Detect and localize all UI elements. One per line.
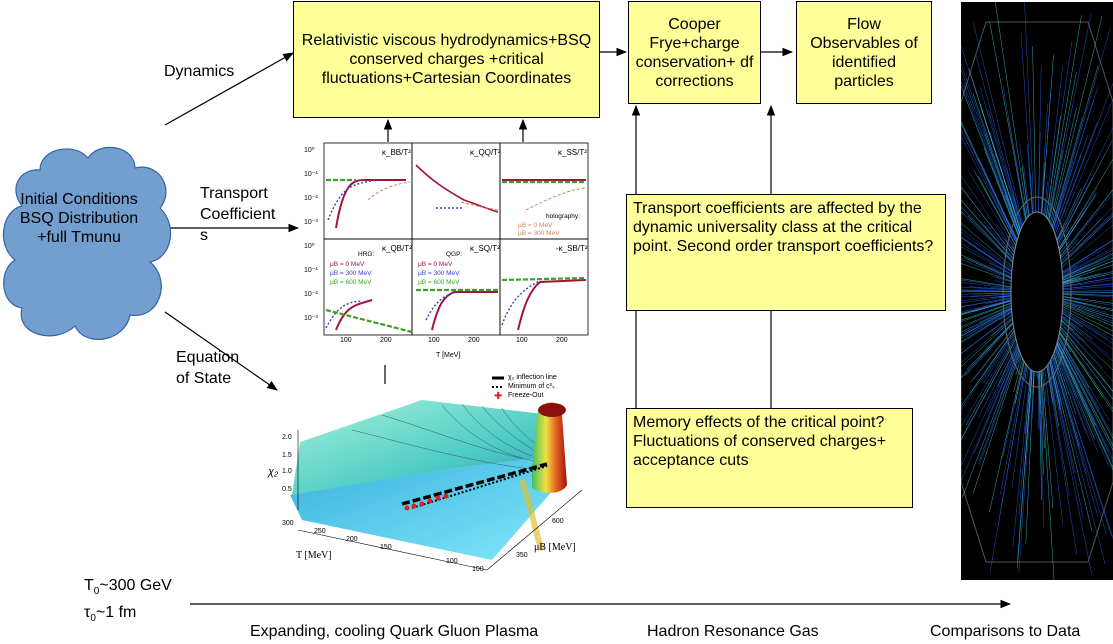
xtick: 100	[516, 337, 528, 344]
ytick: 10⁻³	[304, 314, 318, 322]
xtick: 200	[380, 337, 392, 344]
t-axis-label: T [MeV]	[296, 550, 332, 561]
panel-title-ss: κ_SS/T²	[558, 148, 587, 157]
panel-title-bb: κ_BB/T²	[382, 148, 411, 157]
hydro-box: Relativistic viscous hydrodynamics+BSQ c…	[293, 1, 600, 118]
hydro-box-text: Relativistic viscous hydrodynamics+BSQ c…	[298, 31, 595, 88]
ytick: 10⁻¹	[304, 266, 318, 274]
eos-label-2: of State	[176, 369, 231, 388]
mutick: 350	[516, 552, 528, 559]
tau0-label: τ0~1 fm	[84, 603, 136, 628]
panel-title-qb: κ_QB/T²	[382, 244, 412, 253]
cooper-frye-box: Cooper Frye+charge conservation+ df corr…	[628, 1, 761, 104]
ytick: 10⁻³	[304, 218, 318, 226]
ttick: 150	[380, 544, 392, 551]
panel-title-sb: -κ_SB/T²	[556, 244, 588, 253]
dynamics-label: Dynamics	[164, 62, 234, 81]
ytick: 10⁰	[304, 146, 315, 154]
legend-hrg-title: HRG:	[358, 250, 374, 259]
ttick: 200	[346, 536, 358, 543]
xtick: 200	[556, 337, 568, 344]
legend-min-cs2: Minimum of c²ₛ	[508, 382, 555, 391]
transport-note-box: Transport coefficients are affected by t…	[626, 194, 946, 311]
eos-surface-plot: ✚ χ₂ inflection line Minimum of c²ₛ Free…	[262, 370, 597, 575]
cooper-frye-text: Cooper Frye+charge conservation+ df corr…	[633, 15, 756, 91]
legend-qgp-title: QGP:	[446, 250, 462, 259]
ytick: 10⁻²	[304, 194, 318, 202]
t0-main: T	[84, 577, 94, 594]
xtick: 200	[468, 337, 480, 344]
memory-note-box: Memory effects of the critical point? Fl…	[626, 408, 913, 508]
mutick: 600	[552, 518, 564, 525]
ztick: 1.0	[282, 468, 292, 475]
legend-inflection: χ₂ inflection line	[508, 373, 557, 382]
t0-label: T0~300 GeV	[84, 576, 172, 601]
stage-data: Comparisons to Data	[930, 622, 1080, 641]
tau-rest: ~1 fm	[96, 604, 136, 621]
legend-qgp-mu0: μB = 0 MeV	[418, 260, 452, 269]
mu-axis-label: μB [MeV]	[534, 542, 576, 553]
z-axis-label: χ₂	[268, 466, 278, 478]
xtick: 100	[428, 337, 440, 344]
flow-text: Flow Observables of identified particles	[801, 15, 927, 91]
ytick: 10⁰	[304, 242, 315, 250]
panel-title-qq: κ_QQ/T²	[470, 148, 501, 157]
event-display-image	[961, 2, 1113, 580]
legend-mu0: μB = 0 MeV	[330, 260, 364, 269]
eos-label-1: Equation	[176, 348, 239, 367]
cloud-text: Initial Conditions BSQ Distribution +ful…	[4, 190, 154, 247]
transport-label-2: Coefficient	[200, 205, 275, 224]
xtick: 100	[340, 337, 352, 344]
x-axis-label: T [MeV]	[436, 352, 460, 359]
stage-hrg: Hadron Resonance Gas	[647, 622, 819, 641]
ztick: 2.0	[282, 434, 292, 441]
ytick: 10⁻²	[304, 290, 318, 298]
transport-label-3: s	[200, 226, 208, 245]
legend-freeze-out: Freeze-Out	[508, 391, 543, 400]
ttick: 250	[314, 528, 326, 535]
memory-note-text: Memory effects of the critical point? Fl…	[633, 414, 886, 469]
stage-qgp: Expanding, cooling Quark Gluon Plasma	[250, 622, 538, 641]
svg-text:✚: ✚	[494, 391, 502, 402]
transport-note-text: Transport coefficients are affected by t…	[633, 200, 933, 255]
t0-rest: ~300 GeV	[99, 577, 172, 594]
legend-holo-title: holography:	[546, 212, 580, 221]
legend-qgp-mu600: μB = 600 MeV	[418, 278, 460, 287]
mutick: 100	[472, 566, 484, 573]
transport-coefficient-plot: κ_BB/T² κ_QQ/T² κ_SS/T² κ_QB/T² κ_SQ/T² …	[296, 140, 596, 365]
panel-title-sq: κ_SQ/T²	[470, 244, 500, 253]
legend-mu600: μB = 600 MeV	[330, 278, 372, 287]
ttick: 300	[282, 520, 294, 527]
ztick: 0.5	[282, 486, 292, 493]
ttick: 100	[446, 558, 458, 565]
legend-qgp-mu300: μB = 300 MeV	[418, 269, 460, 278]
legend-mu300: μB = 300 MeV	[330, 269, 372, 278]
ytick: 10⁻¹	[304, 170, 318, 178]
transport-label-1: Transport	[200, 184, 268, 203]
ztick: 1.5	[282, 452, 292, 459]
flow-box: Flow Observables of identified particles	[796, 1, 932, 104]
legend-holo-mu300: μB = 300 MeV	[518, 229, 560, 238]
